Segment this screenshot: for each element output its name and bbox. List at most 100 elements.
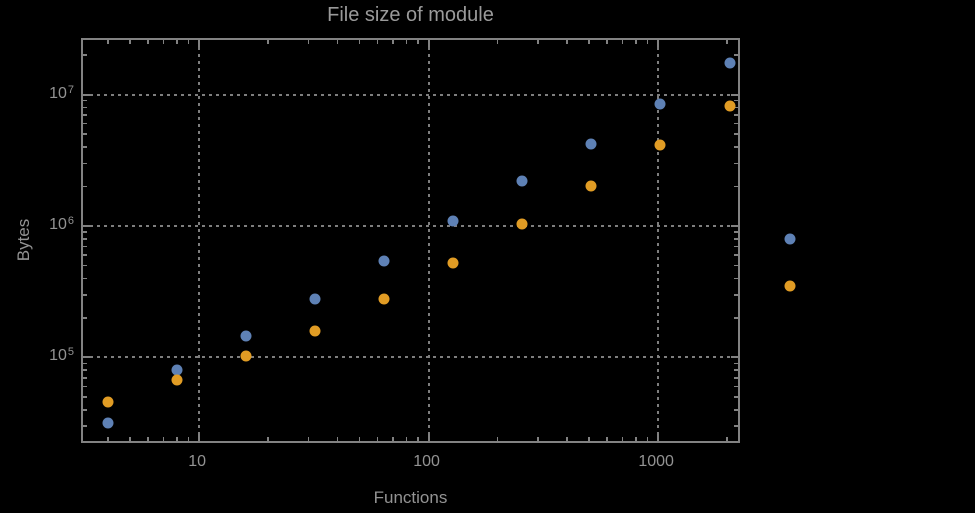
x-tick-minor [376, 40, 379, 44]
x-tick-label: 100 [413, 453, 440, 470]
y-tick-minor [83, 106, 87, 109]
y-tick-minor [83, 146, 87, 148]
x-tick-minor [646, 437, 649, 441]
x-tick-minor [187, 40, 190, 44]
data-point-series-1-blue [309, 293, 321, 305]
y-tick-minor [83, 254, 87, 256]
data-point-series-2-orange [447, 257, 459, 269]
x-tick-minor [336, 437, 339, 441]
y-tick-minor [83, 245, 87, 248]
y-tick-label: 107 [49, 83, 74, 102]
y-tick-minor [83, 54, 87, 56]
data-point-series-2-orange [171, 374, 183, 386]
data-point-series-1-blue [171, 364, 183, 376]
x-tick-minor [129, 437, 131, 441]
x-tick-minor [107, 437, 109, 441]
y-tick-minor [734, 264, 738, 267]
x-tick-minor [176, 437, 178, 441]
x-tick-minor [336, 40, 339, 44]
x-tick-minor [405, 437, 408, 441]
data-point-series-1-blue [784, 233, 796, 245]
y-tick-minor [734, 362, 738, 365]
y-tick-minor [734, 106, 738, 109]
x-tick-major [198, 434, 201, 441]
x-tick-minor [417, 40, 419, 44]
x-tick-minor [176, 40, 178, 44]
y-tick-minor [734, 385, 738, 388]
x-tick-minor [147, 437, 149, 441]
y-tick-minor [83, 231, 87, 233]
data-point-series-1-blue [654, 98, 666, 110]
y-tick-minor [734, 409, 738, 411]
y-tick-minor [734, 99, 738, 102]
y-tick-minor [83, 425, 87, 427]
x-tick-minor [621, 40, 624, 44]
x-tick-minor [566, 40, 568, 44]
y-tick-minor [734, 114, 738, 116]
y-tick-minor [83, 385, 87, 388]
y-tick-minor [83, 114, 87, 116]
x-tick-minor [267, 40, 269, 44]
x-gridline [657, 40, 660, 441]
x-tick-minor [162, 437, 165, 441]
x-tick-minor [107, 40, 109, 44]
data-point-series-2-orange [585, 180, 597, 192]
y-tick-minor [83, 369, 87, 371]
x-tick-major [198, 40, 201, 47]
x-tick-major [657, 434, 660, 441]
x-tick-minor [267, 437, 269, 441]
x-tick-minor [621, 437, 624, 441]
y-tick-minor [734, 162, 738, 165]
y-tick-minor [734, 425, 738, 427]
y-axis-label: Bytes [14, 218, 33, 262]
plot-area [81, 38, 796, 443]
x-tick-minor [588, 437, 590, 441]
x-tick-minor [726, 40, 728, 44]
y-tick-minor [734, 277, 738, 280]
y-tick-major [83, 225, 90, 228]
y-tick-major [83, 356, 90, 359]
x-tick-minor [187, 437, 190, 441]
y-tick-minor [83, 277, 87, 280]
data-point-series-1-blue [516, 175, 528, 187]
data-point-series-1-blue [378, 255, 390, 267]
data-point-series-1-blue [447, 215, 459, 227]
data-point-series-2-orange [102, 396, 114, 408]
x-tick-minor [376, 437, 379, 441]
y-gridline [83, 356, 738, 359]
y-tick-minor [83, 317, 87, 319]
x-tick-minor [147, 40, 149, 44]
y-tick-minor [734, 146, 738, 148]
data-point-series-2-orange [309, 325, 321, 337]
x-tick-minor [358, 437, 361, 441]
x-tick-minor [646, 40, 649, 44]
y-tick-major [731, 225, 738, 228]
x-tick-major [427, 40, 430, 47]
x-tick-minor [392, 437, 394, 441]
data-point-series-1-blue [724, 57, 736, 69]
x-tick-minor [606, 437, 608, 441]
x-tick-minor [566, 437, 568, 441]
y-tick-minor [83, 409, 87, 411]
x-gridline [198, 40, 201, 441]
chart-title: File size of module [327, 4, 494, 26]
x-tick-minor [496, 40, 499, 44]
x-tick-minor [496, 437, 499, 441]
x-tick-minor [307, 40, 310, 44]
x-tick-minor [588, 40, 590, 44]
data-point-series-2-orange [240, 350, 252, 362]
y-tick-minor [83, 99, 87, 102]
x-tick-minor [606, 40, 608, 44]
y-tick-minor [734, 185, 738, 188]
y-tick-minor [83, 377, 87, 379]
y-tick-minor [83, 133, 87, 135]
y-tick-label: 106 [49, 214, 74, 234]
data-point-series-2-orange [654, 139, 666, 151]
y-tick-minor [83, 122, 87, 125]
x-tick-minor [537, 437, 539, 441]
data-point-series-1-blue [585, 138, 597, 150]
y-tick-minor [83, 238, 87, 240]
y-tick-minor [734, 396, 738, 398]
x-tick-minor [307, 437, 310, 441]
